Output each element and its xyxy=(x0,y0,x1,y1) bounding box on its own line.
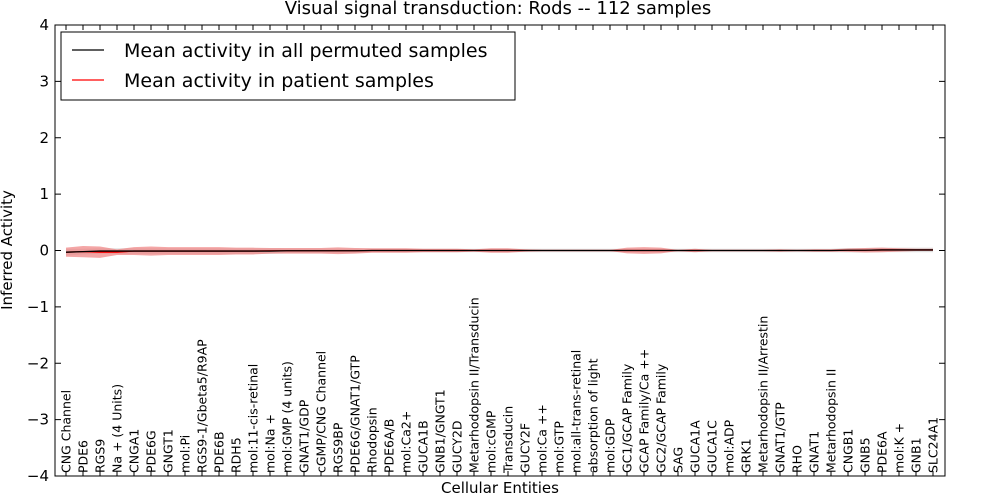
x-tick-label: Metarhodopsin II xyxy=(824,369,839,473)
x-tick-label: mol:Ca2+ xyxy=(399,411,414,473)
x-tick-label: mol:GTP xyxy=(552,421,567,473)
x-tick-label: GNB1 xyxy=(909,437,924,473)
x-tick-label: GUCA1C xyxy=(705,420,720,473)
x-tick-label: Metarhodopsin II/Arrestin xyxy=(756,316,771,473)
x-tick-label: cGMP/CNG Channel xyxy=(314,351,329,473)
x-tick-label: GNAT1 xyxy=(807,431,822,473)
y-tick-label: 3 xyxy=(39,72,49,90)
x-tick-label: PDE6 xyxy=(76,440,91,473)
y-tick-label: −1 xyxy=(27,298,49,316)
y-axis-label: Inferred Activity xyxy=(0,190,16,310)
x-tick-label: PDE6B xyxy=(212,431,227,473)
x-tick-label: mol:all-trans-retinal xyxy=(569,350,584,473)
x-tick-labels: CNG Channel PDE6 RGS9 Na + (4 Units) CNGA1 PD… xyxy=(59,297,941,474)
x-axis-label: Cellular Entities xyxy=(441,479,559,497)
y-tick-labels: −4 −3 −2 −1 0 1 2 3 4 xyxy=(27,16,49,485)
series-lines xyxy=(65,249,933,253)
legend-label: Mean activity in all permuted samples xyxy=(124,40,487,62)
legend-label: Mean activity in patient samples xyxy=(124,70,434,92)
x-tick-label: SLC24A1 xyxy=(926,417,941,473)
chart-title: Visual signal transduction: Rods -- 112 … xyxy=(285,0,712,19)
x-tick-label: GUCY2D xyxy=(450,420,465,473)
y-tick-label: −2 xyxy=(27,354,49,372)
x-tick-label: PDE6G xyxy=(144,430,159,473)
x-tick-label: mol:GMP (4 units) xyxy=(280,361,295,473)
x-tick-label: CNGB1 xyxy=(841,429,856,473)
x-tick-label: CNGA1 xyxy=(127,429,142,473)
y-tick-label: 0 xyxy=(39,242,49,260)
x-tick-label: Rhodopsin xyxy=(365,407,380,473)
legend: Mean activity in all permuted samples Mea… xyxy=(60,31,516,101)
x-tick-label: mol:K + xyxy=(892,423,907,473)
x-tick-label: GNAT1/GTP xyxy=(773,402,788,473)
x-tick-label: GCAP Family/Ca ++ xyxy=(637,349,652,473)
x-tick-label: GNGT1 xyxy=(161,429,176,473)
x-tick-label: GUCY2F xyxy=(518,423,533,473)
x-tick-label: absorption of light xyxy=(586,358,601,473)
x-tick-label: GNB1/GNGT1 xyxy=(433,389,448,473)
confidence-bands xyxy=(66,245,933,258)
line-series-1 xyxy=(65,249,933,253)
x-tick-label: mol:GDP xyxy=(603,418,618,473)
x-tick-label: PDE6G/GNAT1/GTP xyxy=(348,355,363,473)
x-tick-label: mol:Pi xyxy=(178,435,193,473)
x-tick-label: mol:cGMP xyxy=(484,410,499,473)
x-tick-label: GC2/GCAP Family xyxy=(654,363,669,473)
x-tick-label: GUCA1B xyxy=(416,420,431,473)
x-tick-label: RGS9 xyxy=(93,439,108,473)
x-tick-label: Na + (4 Units) xyxy=(110,384,125,473)
x-tick-label: CNG Channel xyxy=(59,390,74,473)
x-tick-label: RGS9BP xyxy=(331,422,346,473)
y-tick-label: −3 xyxy=(27,411,49,429)
x-tick-label: GNB5 xyxy=(858,437,873,473)
x-tick-label: mol:11-cis-retinal xyxy=(246,364,261,473)
x-tick-label: Transducin xyxy=(501,406,516,474)
x-tick-label: RDH5 xyxy=(229,437,244,473)
x-tick-label: SAG xyxy=(671,447,686,473)
legend-box xyxy=(60,31,516,101)
y-tick-label: 1 xyxy=(39,185,49,203)
x-tick-label: PDE6A xyxy=(875,431,890,473)
y-tick-label: 2 xyxy=(39,129,49,147)
y-tick-label: 4 xyxy=(39,16,49,34)
y-tick-label: −4 xyxy=(27,467,49,485)
axis-ticks xyxy=(55,24,945,477)
x-tick-label: GC1/GCAP Family xyxy=(620,363,635,473)
band-series-2 xyxy=(66,245,933,258)
x-tick-label: GNAT1/GDP xyxy=(297,399,312,473)
x-tick-label: GRK1 xyxy=(739,438,754,473)
x-tick-label: RHO xyxy=(790,445,805,473)
x-tick-label: mol:Na + xyxy=(263,414,278,473)
x-tick-label: PDE6A/B xyxy=(382,419,397,473)
x-tick-label: mol:ADP xyxy=(722,419,737,473)
x-tick-label: mol:Ca ++ xyxy=(535,404,550,473)
x-tick-label: Metarhodopsin II/Transducin xyxy=(467,297,482,473)
x-tick-label: GUCA1A xyxy=(688,420,703,473)
x-tick-label: RGS9-1/Gbeta5/R9AP xyxy=(195,339,210,473)
